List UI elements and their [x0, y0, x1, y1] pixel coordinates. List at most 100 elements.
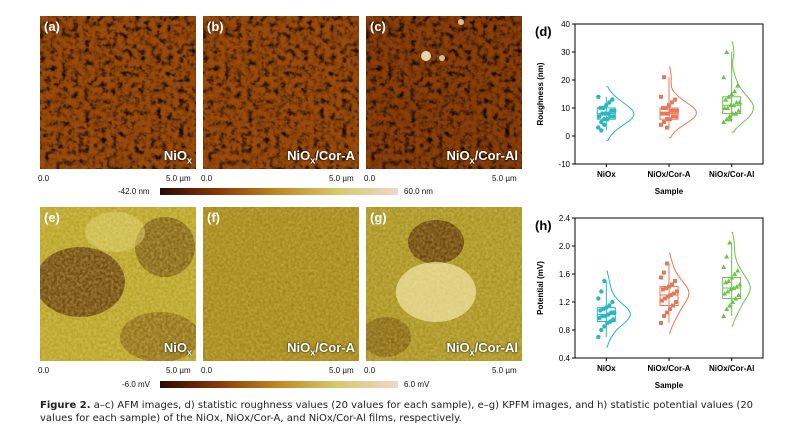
data-point: [662, 270, 666, 275]
data-point: [725, 105, 731, 110]
data-point: [673, 279, 677, 283]
data-point: [737, 99, 743, 105]
data-point: [596, 334, 601, 340]
panel-label: (a): [44, 19, 60, 34]
x-tick-label: NiOx: [597, 170, 616, 179]
data-point: [666, 111, 670, 116]
data-point: [665, 310, 669, 315]
kpfm-image-e: [40, 207, 196, 361]
data-point: [737, 282, 743, 287]
y-tick-label: 1.6: [559, 270, 571, 279]
data-point: [673, 97, 677, 102]
data-point: [729, 275, 735, 280]
scale-end-g: 5.0 µm: [492, 366, 517, 375]
data-point: [727, 303, 733, 308]
data-point: [660, 298, 664, 303]
data-point: [724, 306, 730, 311]
data-point: [672, 291, 676, 296]
data-point: [671, 303, 675, 308]
data-point: [665, 125, 669, 130]
data-point: [662, 120, 666, 124]
data-point: [596, 94, 601, 100]
y-tick-label: 1.2: [559, 298, 571, 307]
data-point: [675, 108, 679, 113]
data-point: [597, 114, 602, 119]
data-point: [674, 114, 678, 119]
x-tick-label: NiOx/Cor-Al: [709, 364, 754, 373]
data-point: [665, 117, 669, 122]
data-point: [668, 117, 672, 122]
data-point: [661, 106, 665, 110]
x-axis-label: Sample: [655, 187, 684, 196]
data-point: [668, 307, 672, 311]
y-tick-label: 0.8: [559, 326, 571, 335]
data-point: [665, 261, 669, 266]
data-point: [721, 264, 727, 269]
data-point: [723, 97, 729, 102]
data-point: [722, 291, 728, 296]
data-point: [724, 49, 730, 54]
data-point: [662, 75, 666, 80]
panel-label: (e): [44, 210, 60, 225]
data-point: [599, 327, 604, 333]
colorbar-bottom-max: 6.0 mV: [404, 380, 430, 389]
scale-end-a: 5.0 µm: [166, 174, 191, 183]
sample-name: NiOx/Cor-Al: [446, 340, 518, 358]
data-point: [735, 83, 741, 88]
data-point: [604, 103, 609, 108]
y-tick-label: 40: [561, 20, 570, 29]
afm-image-c: [366, 16, 522, 169]
data-point: [726, 94, 732, 99]
data-point: [733, 111, 739, 116]
data-point: [659, 94, 663, 99]
x-tick-label: NiOx/Cor-A: [647, 364, 690, 373]
data-point: [666, 294, 670, 299]
data-point: [606, 111, 611, 116]
data-point: [721, 74, 727, 80]
y-tick-label: 10: [561, 104, 570, 113]
data-point: [732, 271, 738, 276]
data-point: [721, 313, 727, 318]
kpfm-image-f: [203, 207, 359, 361]
panel-label: (c): [370, 19, 386, 34]
kpfm-panel-g: (g) NiOx/Cor-Al: [366, 207, 522, 361]
data-point: [659, 275, 663, 280]
data-point: [599, 289, 604, 294]
violin-outline: [669, 66, 697, 139]
data-point: [721, 119, 727, 124]
data-point: [670, 282, 674, 287]
violin-outline: [606, 270, 631, 348]
afm-panel-b: (b) NiOx/Cor-A: [203, 16, 359, 169]
scale-start-a: 0.0: [38, 174, 50, 183]
y-tick-label: 20: [561, 76, 570, 85]
data-point: [662, 314, 666, 318]
data-point: [727, 240, 733, 245]
data-point: [601, 105, 606, 111]
data-point: [611, 317, 616, 322]
data-point: [727, 113, 733, 119]
scale-end-c: 5.0 µm: [492, 174, 517, 183]
scale-end-e: 5.0 µm: [166, 366, 191, 375]
kpfm-image-g: [366, 207, 522, 361]
y-tick-label: 0: [566, 132, 571, 141]
sample-name: NiOx: [163, 148, 192, 166]
colorbar-top: [160, 188, 398, 195]
panel-label: (g): [370, 210, 387, 225]
data-point: [664, 286, 668, 290]
violin-outline: [731, 231, 751, 327]
kpfm-panel-f: (f) NiOx/Cor-A: [203, 207, 359, 361]
data-point: [667, 103, 671, 108]
data-point: [664, 106, 668, 110]
data-point: [729, 91, 735, 96]
data-point: [731, 285, 737, 290]
y-tick-label: 0.4: [559, 354, 571, 363]
data-point: [602, 122, 607, 128]
y-tick-label: 2.4: [559, 214, 571, 223]
afm-panel-c: (c) NiOx/Cor-Al: [366, 16, 522, 169]
data-point: [661, 287, 665, 292]
afm-panel-a: (a) NiOx: [40, 16, 196, 169]
panel-label: (h): [535, 218, 552, 233]
potential-chart: (h) 0.4 0.8 1.2 1.6 2.0 2.4 Potential (mV) Sampl…: [535, 214, 764, 390]
kpfm-panel-e: (e) NiOx: [40, 207, 196, 361]
data-point: [599, 128, 604, 133]
